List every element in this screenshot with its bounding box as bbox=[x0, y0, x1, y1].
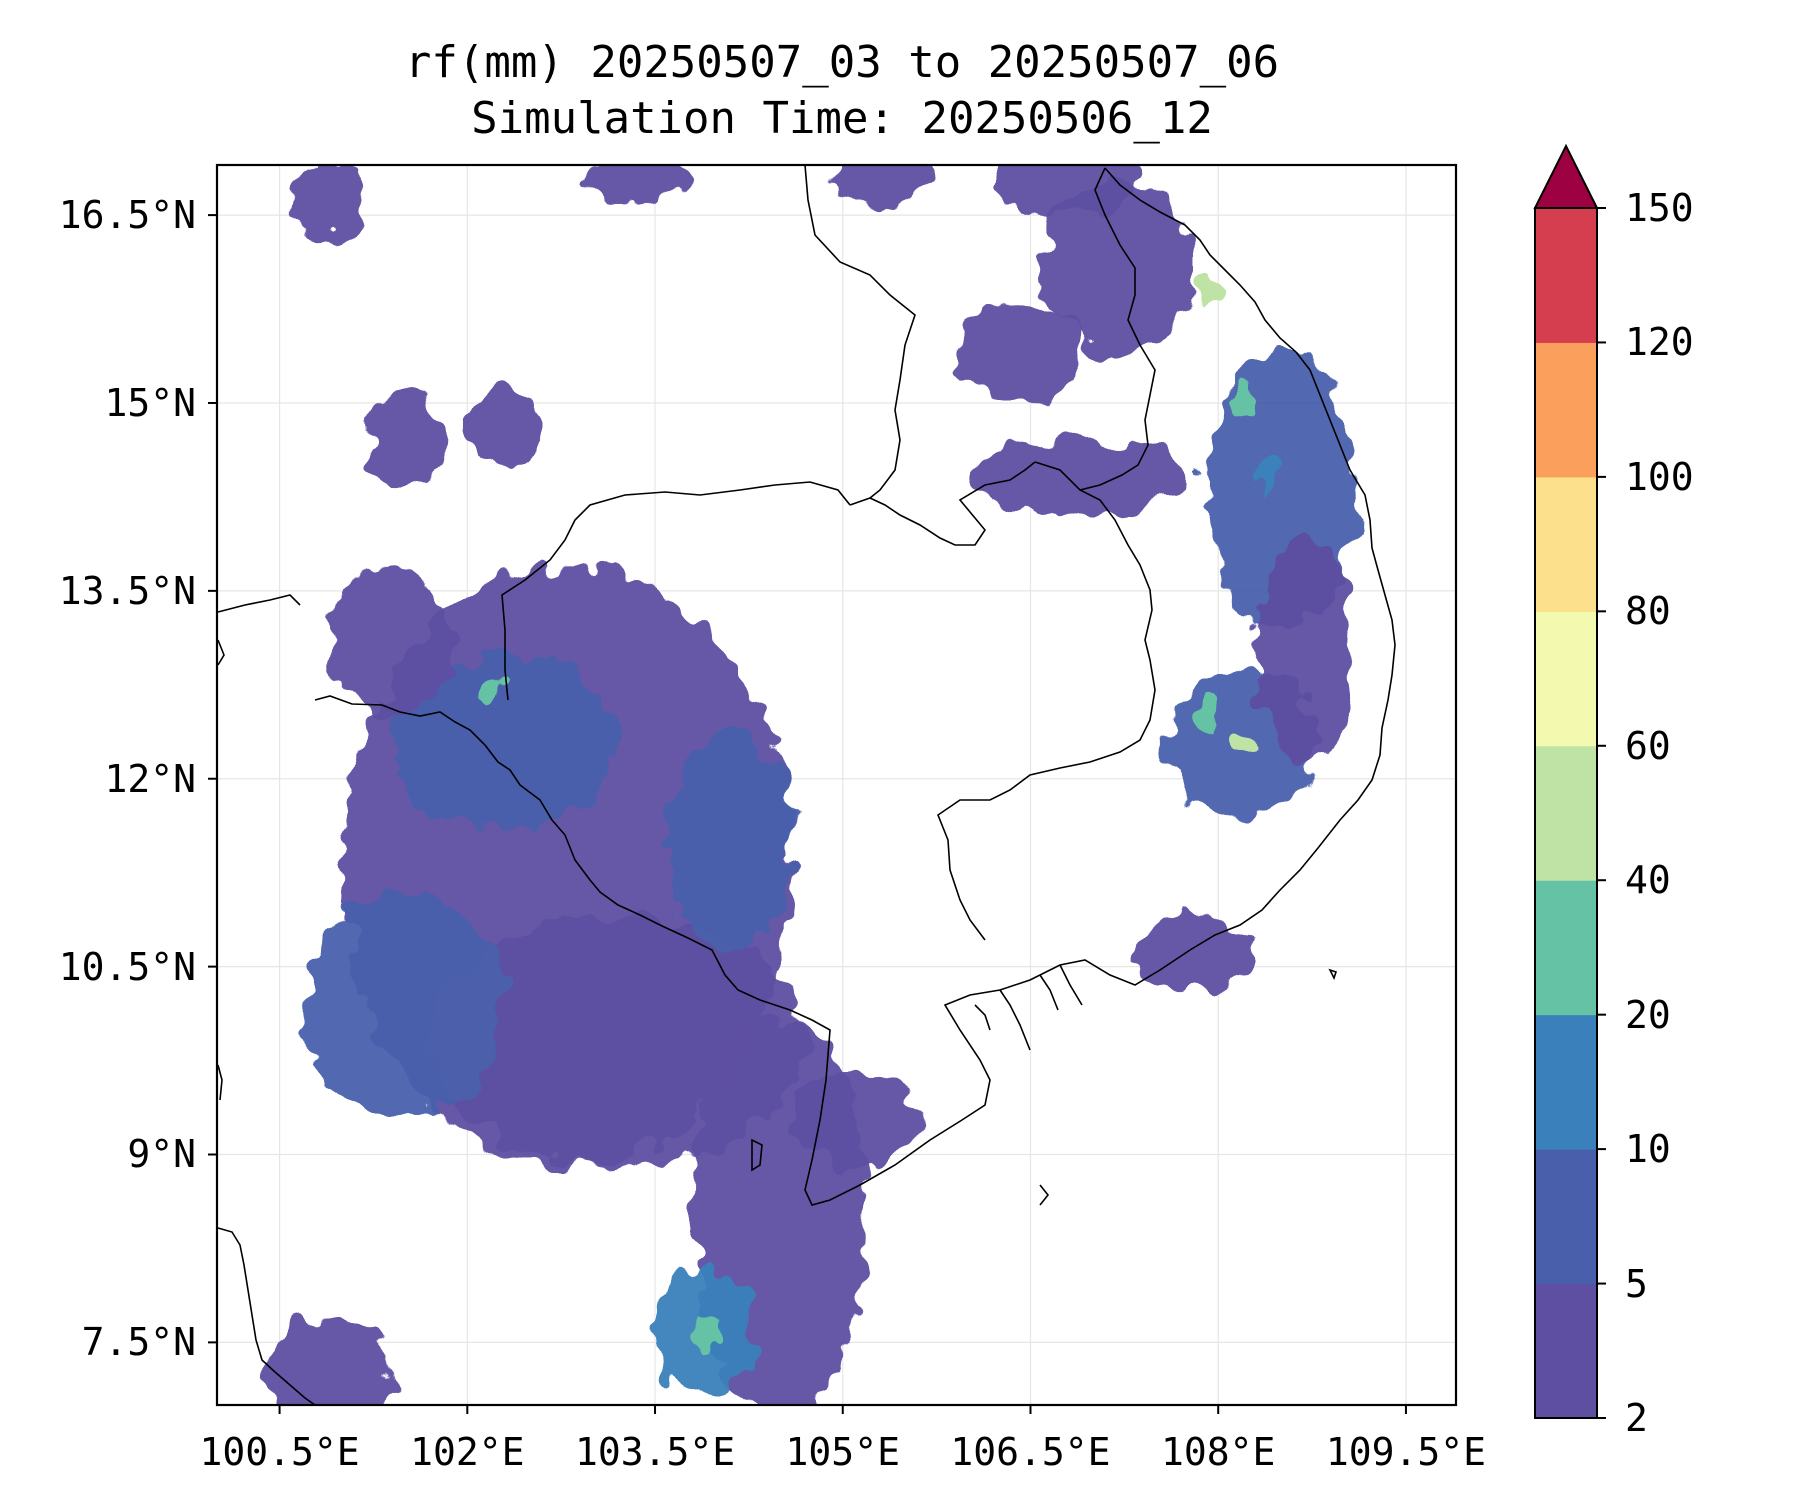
rain-region-20 bbox=[992, 165, 1144, 216]
island-con-dao bbox=[1328, 968, 1338, 981]
lon-tick-label-3: 105°E bbox=[785, 1430, 900, 1474]
west-coastline bbox=[217, 639, 225, 1101]
lat-tick-label-6: 7.5°N bbox=[81, 1320, 196, 1365]
lat-tick-label-0: 16.5°N bbox=[58, 193, 196, 238]
colorbar-label-9: 150 bbox=[1625, 186, 1694, 230]
island-phu-quoc bbox=[751, 1138, 763, 1172]
rain-region-8 bbox=[267, 1317, 393, 1405]
mekong-delta-islands bbox=[974, 964, 1083, 1206]
rain-region-15 bbox=[967, 440, 1194, 516]
rain-region-3 bbox=[304, 891, 505, 1117]
axis-tick-marks bbox=[208, 214, 1407, 1414]
coastlines-and-borders bbox=[217, 165, 1396, 1405]
colorbar bbox=[1533, 143, 1606, 1419]
lon-tick-label-1: 102°E bbox=[410, 1430, 525, 1474]
lat-tick-label-3: 12°N bbox=[104, 756, 196, 801]
rainfall-contours bbox=[267, 165, 1356, 1405]
chart-title-line-2: Simulation Time: 20250506_12 bbox=[471, 93, 1213, 144]
colorbar-label-7: 100 bbox=[1625, 454, 1694, 499]
colorbar-label-1: 5 bbox=[1625, 1261, 1648, 1306]
rain-region-21 bbox=[830, 165, 931, 203]
colorbar-label-8: 120 bbox=[1625, 320, 1694, 365]
colorbar-label-2: 10 bbox=[1625, 1127, 1671, 1172]
colorbar-label-6: 80 bbox=[1625, 589, 1671, 634]
colorbar-segment-3 bbox=[1535, 880, 1597, 1016]
colorbar-segment-2 bbox=[1535, 1014, 1597, 1150]
lat-tick-label-1: 15°N bbox=[104, 380, 196, 425]
rain-spot-0 bbox=[1193, 274, 1218, 307]
rain-region-18 bbox=[367, 390, 443, 491]
colorbar-segment-8 bbox=[1535, 208, 1597, 343]
rain-spot-5 bbox=[1256, 462, 1281, 495]
rain-region-22 bbox=[592, 165, 693, 203]
colorbar-outline bbox=[1534, 207, 1598, 1419]
lon-tick-label-5: 108°E bbox=[1161, 1430, 1276, 1474]
colorbar-label-0: 2 bbox=[1625, 1396, 1648, 1440]
rain-region-13 bbox=[1043, 177, 1194, 353]
colorbar-segment-0 bbox=[1535, 1283, 1597, 1419]
chart-title-line-1: rf(mm) 20250507_03 to 20250507_06 bbox=[404, 37, 1280, 88]
laos-vietnam-border bbox=[1079, 167, 1156, 491]
lat-tick-label-5: 9°N bbox=[127, 1132, 196, 1177]
rain-spot-2 bbox=[693, 1313, 718, 1346]
colorbar-extend-max bbox=[1533, 143, 1599, 209]
rain-region-19 bbox=[467, 390, 543, 466]
lon-tick-label-6: 109.5°E bbox=[1325, 1430, 1487, 1474]
rain-spot-6 bbox=[1193, 700, 1218, 733]
rain-spot-3 bbox=[480, 675, 505, 708]
rain-region-7 bbox=[329, 565, 455, 717]
map-frame bbox=[215, 163, 1458, 1407]
cambodia-laos-border bbox=[849, 461, 1036, 546]
colorbar-segment-1 bbox=[1535, 1149, 1597, 1285]
colorbar-segment-6 bbox=[1535, 476, 1597, 612]
colorbar-segment-7 bbox=[1535, 342, 1597, 478]
colorbar-label-5: 60 bbox=[1625, 723, 1671, 768]
rain-region-16 bbox=[1130, 916, 1256, 992]
rain-region-17 bbox=[292, 165, 368, 241]
lon-tick-label-2: 103.5°E bbox=[574, 1430, 736, 1474]
lat-tick-label-2: 13.5°N bbox=[58, 568, 196, 613]
cambodia-vietnam-border bbox=[937, 461, 1156, 941]
colorbar-segment-5 bbox=[1535, 611, 1597, 747]
malay-peninsula-coastline bbox=[217, 1227, 316, 1405]
rain-spot-1 bbox=[1231, 725, 1256, 758]
colorbar-label-3: 20 bbox=[1625, 992, 1671, 1037]
rain-region-2 bbox=[392, 653, 618, 829]
lat-tick-label-4: 10.5°N bbox=[58, 944, 196, 989]
gulf-of-thailand-coastline bbox=[314, 167, 1396, 1206]
rain-region-14 bbox=[955, 302, 1081, 403]
thailand-cambodia-border bbox=[501, 481, 851, 701]
thailand-laos-border bbox=[804, 165, 916, 499]
lon-tick-label-4: 106.5°E bbox=[950, 1430, 1111, 1474]
rain-region-9 bbox=[792, 1066, 918, 1168]
colorbar-label-4: 40 bbox=[1625, 858, 1671, 903]
colorbar-segment-4 bbox=[1535, 745, 1597, 881]
rain-spot-4 bbox=[1231, 386, 1256, 419]
thailand-myanmar-border bbox=[217, 594, 301, 613]
rain-region-12 bbox=[1255, 540, 1356, 767]
rain-region-6 bbox=[667, 728, 793, 955]
lon-tick-label-0: 100.5°E bbox=[199, 1430, 360, 1474]
